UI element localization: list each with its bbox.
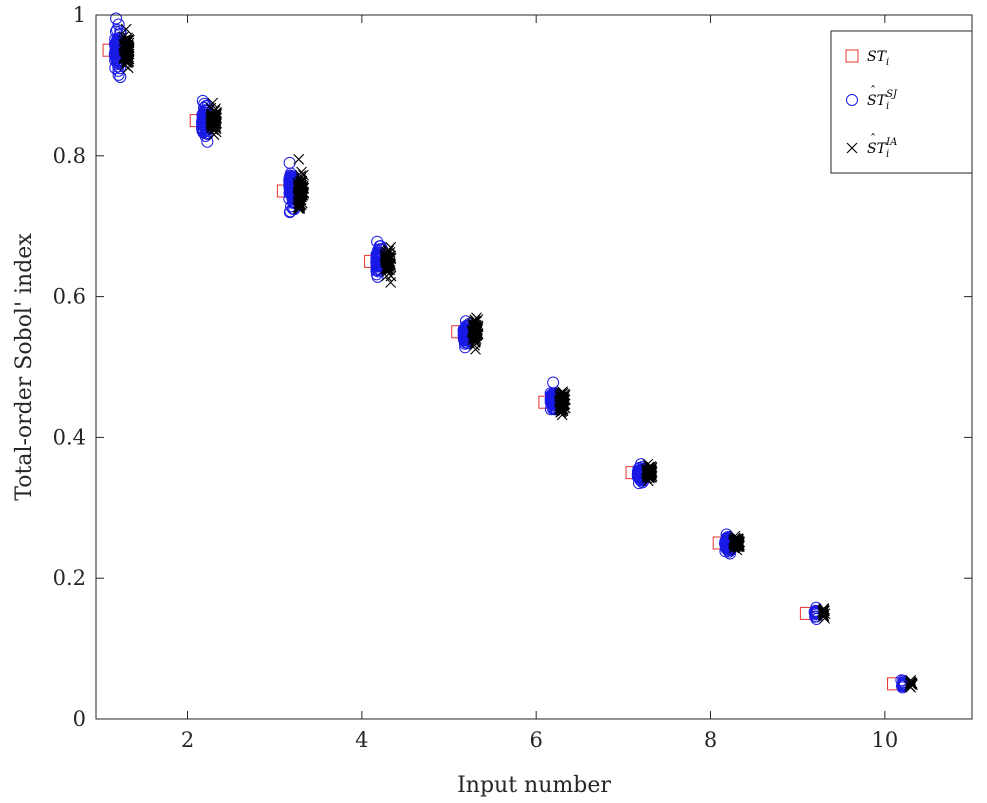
y-tick-label: 1 [73, 3, 86, 27]
st-square-point [887, 677, 901, 691]
ia-x-point [294, 198, 306, 210]
series-x [118, 23, 918, 693]
ia-x-point [119, 53, 131, 64]
ia-x-point [554, 402, 566, 414]
ia-x-point [385, 270, 397, 282]
x-tick-label: 8 [704, 728, 717, 752]
ia-x-point [380, 250, 392, 262]
ia-x-point [206, 108, 218, 120]
data-marks [102, 12, 918, 694]
ia-x-point [556, 406, 568, 417]
ia-x-point [818, 609, 830, 621]
sj-circle-point [112, 18, 125, 31]
ia-x-point [470, 319, 482, 331]
sj-circle-point [458, 333, 471, 346]
ia-x-point [297, 181, 309, 193]
x-tick-label: 6 [529, 728, 542, 752]
ia-x-point [729, 538, 741, 550]
ia-x-point [469, 330, 481, 341]
ia-x-point [298, 169, 309, 181]
legend-circle-icon [846, 94, 858, 106]
x-tick-label: 2 [181, 728, 194, 752]
ia-x-point [296, 166, 307, 178]
y-tick-label: 0.6 [53, 285, 86, 309]
legend-square-icon [845, 49, 859, 63]
axes: 2 4 6 8 10 0 0.2 0.4 0.6 0.8 1 [53, 3, 973, 752]
ia-x-point [122, 46, 134, 58]
ia-x-point [643, 470, 655, 482]
sj-circle-point [112, 64, 125, 77]
plot-area [96, 15, 972, 719]
ia-x-point [558, 395, 569, 407]
y-tick-label: 0 [73, 707, 86, 731]
y-tick-label: 0.4 [53, 425, 86, 449]
legend-label: STi [867, 49, 889, 68]
ia-x-point [646, 466, 657, 477]
legend-hat: ˆ [870, 84, 876, 98]
sj-circle-point [112, 68, 125, 81]
y-tick-label: 0.8 [53, 144, 86, 168]
ia-x-point [118, 40, 130, 52]
y-tick-label: 0.2 [53, 566, 86, 590]
ia-x-point [123, 33, 135, 45]
y-axis-title: Total-order Sobol' index [12, 233, 37, 501]
legend-label: STiIA [867, 137, 897, 160]
sj-circle-point [370, 268, 383, 281]
legend-x-icon [846, 142, 858, 154]
ia-x-point [817, 606, 828, 618]
ia-x-point [384, 250, 396, 262]
ia-x-point [295, 182, 306, 194]
ia-x-point [644, 469, 656, 480]
st-square-point [799, 606, 813, 620]
ia-x-point [205, 117, 217, 129]
ia-x-point [206, 117, 218, 129]
x-tick-label: 4 [355, 728, 368, 752]
ia-x-point [732, 533, 743, 545]
ia-x-point [907, 679, 918, 691]
legend-item: STi [845, 49, 889, 68]
ia-x-point [206, 113, 217, 125]
legend-box [830, 30, 973, 174]
ia-x-point [559, 388, 570, 400]
x-axis-title: Input number [457, 773, 611, 798]
ia-x-point [292, 201, 304, 213]
ia-x-point [467, 320, 479, 332]
legend-label: STiSJ [867, 89, 898, 112]
x-tick-label: 10 [871, 728, 898, 752]
legend-hat: ˆ [870, 132, 876, 146]
ia-x-point [120, 23, 132, 35]
ia-x-point [293, 153, 305, 165]
axes-box [95, 14, 973, 720]
